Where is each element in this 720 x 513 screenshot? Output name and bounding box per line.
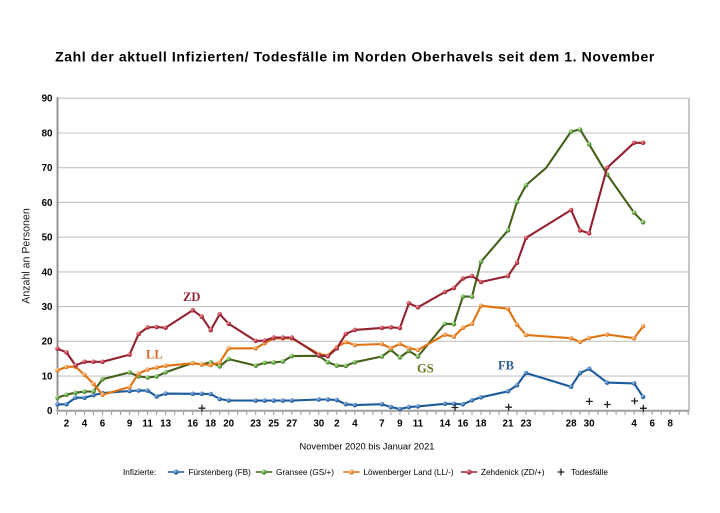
svg-text:4: 4 (631, 419, 637, 430)
svg-text:9: 9 (127, 419, 133, 430)
svg-text:20: 20 (223, 419, 234, 430)
svg-text:18: 18 (476, 419, 487, 430)
svg-text:Anzahl an Personen: Anzahl an Personen (21, 208, 33, 304)
svg-text:80: 80 (42, 128, 53, 139)
svg-text:4: 4 (82, 419, 88, 430)
svg-text:4: 4 (352, 419, 358, 430)
svg-text:FB: FB (498, 359, 514, 373)
svg-text:30: 30 (313, 419, 324, 430)
svg-text:2: 2 (64, 419, 70, 430)
svg-text:50: 50 (42, 233, 53, 244)
svg-text:30: 30 (42, 302, 53, 313)
svg-text:8: 8 (667, 419, 673, 430)
svg-text:6: 6 (649, 419, 655, 430)
svg-text:LL: LL (146, 348, 163, 362)
svg-text:25: 25 (268, 419, 279, 430)
svg-text:Zahl der aktuell Infizierten/: Zahl der aktuell Infizierten/ Todesfälle… (55, 49, 655, 65)
svg-text:7: 7 (379, 419, 385, 430)
svg-text:40: 40 (42, 267, 53, 278)
svg-text:16: 16 (187, 419, 198, 430)
svg-text:Fürstenberg (FB): Fürstenberg (FB) (189, 468, 252, 477)
svg-text:20: 20 (42, 337, 53, 348)
svg-text:23: 23 (250, 419, 261, 430)
svg-text:60: 60 (42, 198, 53, 209)
svg-text:GS: GS (417, 362, 434, 376)
svg-text:Todesfälle: Todesfälle (571, 468, 608, 477)
svg-text:90: 90 (42, 94, 53, 105)
svg-text:Löwenberger Land (LL/-): Löwenberger Land (LL/-) (364, 468, 454, 477)
svg-text:November 2020 bis Januar 2021: November 2020 bis Januar 2021 (300, 442, 435, 452)
svg-text:0: 0 (47, 406, 53, 417)
svg-text:2: 2 (334, 419, 340, 430)
svg-text:18: 18 (205, 419, 216, 430)
svg-text:Infizierte:: Infizierte: (123, 468, 156, 477)
svg-text:11: 11 (413, 419, 424, 430)
svg-text:16: 16 (457, 419, 468, 430)
svg-text:11: 11 (142, 419, 153, 430)
svg-text:70: 70 (42, 163, 53, 174)
svg-text:6: 6 (100, 419, 106, 430)
svg-text:30: 30 (584, 419, 595, 430)
svg-text:14: 14 (439, 419, 450, 430)
svg-text:13: 13 (160, 419, 171, 430)
svg-text:10: 10 (42, 372, 53, 383)
svg-text:Zehdenick (ZD/+): Zehdenick (ZD/+) (481, 468, 545, 477)
svg-text:23: 23 (521, 419, 532, 430)
svg-text:9: 9 (397, 419, 403, 430)
svg-text:28: 28 (566, 419, 577, 430)
svg-text:ZD: ZD (183, 290, 200, 304)
svg-text:21: 21 (503, 419, 514, 430)
svg-text:Gransee (GS/+): Gransee (GS/+) (276, 468, 334, 477)
svg-text:27: 27 (286, 419, 297, 430)
